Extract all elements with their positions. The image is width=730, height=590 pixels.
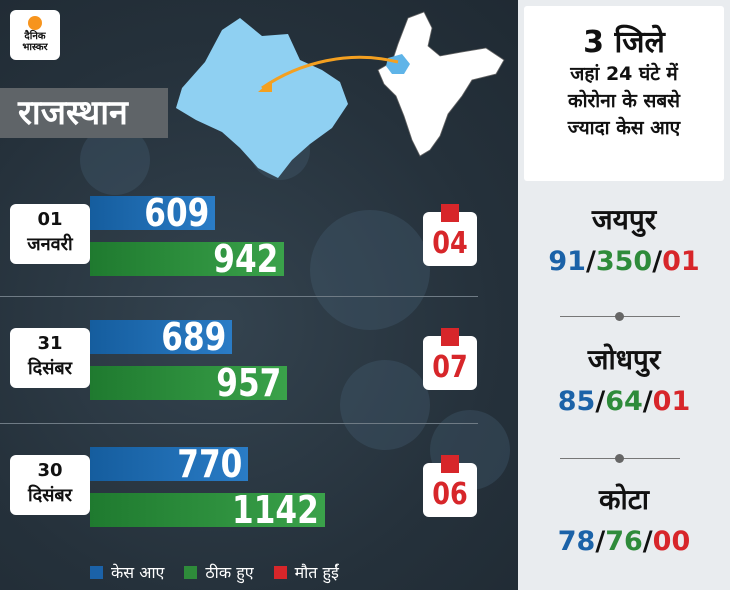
bar-recovered-label: 1142 [232, 488, 319, 532]
arrow-curve [261, 55, 399, 90]
arrow-head [258, 80, 272, 92]
district-name: जयपुर [591, 203, 657, 236]
bar-cases-label: 609 [143, 191, 209, 235]
deaths-marker-icon [441, 204, 459, 222]
state-label: राजस्थान [0, 88, 168, 138]
district-cases: 85 [557, 386, 596, 417]
district-deaths: 01 [652, 386, 691, 417]
rajasthan-map [176, 18, 348, 178]
deaths-value: 06 [432, 477, 468, 512]
india-map [377, 11, 505, 157]
row-divider [0, 296, 478, 297]
legend-swatch-cases [90, 565, 103, 579]
panel-subtitle-line: जहां 24 घंटे में [570, 63, 678, 85]
district-name: जोधपुर [587, 343, 661, 376]
date-label: 30 दिसंबर [10, 455, 90, 515]
legend-label-deaths: मौत हुईं [294, 563, 339, 582]
panel-header: 3 जिले जहां 24 घंटे में कोरोना के सबसे ज… [524, 6, 724, 181]
deaths-badge: 07 [423, 328, 477, 390]
district-stats: 78/76/00 [557, 526, 691, 557]
bar-cases [90, 320, 232, 354]
legend-label-recovered: ठीक हुए [205, 563, 254, 582]
district-cases: 91 [548, 246, 586, 277]
bar-recovered-label: 942 [212, 237, 278, 281]
bar-recovered [90, 493, 325, 527]
row-divider [0, 423, 478, 424]
legend-swatch-recovered [184, 565, 198, 579]
legend-item-deaths: मौत हुईं [273, 561, 339, 583]
bar-cases-label: 770 [176, 442, 242, 486]
legend-item-cases: केस आए [90, 561, 164, 583]
date-month: दिसंबर [27, 358, 73, 379]
bar-cases [90, 447, 248, 481]
district-kota: कोटा 78/76/00 [518, 480, 730, 557]
deaths-badge: 06 [423, 455, 477, 517]
bar-cases-label: 689 [160, 315, 226, 359]
separator-dot [615, 454, 624, 463]
legend-item-recovered: ठीक हुए [184, 561, 254, 583]
deaths-marker-icon [441, 328, 459, 346]
chart-legend: केस आए ठीक हुए मौत हुईं [90, 560, 359, 584]
bar-recovered [90, 242, 284, 276]
district-recovered: 350 [595, 246, 653, 277]
date-day: 31 [37, 333, 63, 354]
logo-sun-icon [28, 16, 42, 30]
date-label: 31 दिसंबर [10, 328, 90, 388]
logo-line1: दैनिक [24, 31, 46, 42]
district-stats: 85/64/01 [557, 386, 691, 417]
panel-title: 3 जिले [583, 25, 665, 60]
logo-line2: भास्कर [22, 42, 48, 53]
deaths-badge: 04 [423, 204, 477, 266]
date-label: 01 जनवरी [10, 204, 90, 264]
bar-recovered-label: 957 [215, 361, 281, 405]
date-month: दिसंबर [27, 485, 73, 506]
virus-decoration [340, 360, 430, 450]
district-deaths: 00 [652, 526, 691, 557]
virus-decoration [310, 210, 430, 330]
panel-subtitle-line: कोरोना के सबसे [567, 90, 681, 112]
district-stats: 91/350/01 [548, 246, 700, 277]
legend-label-cases: केस आए [111, 563, 165, 582]
deaths-marker-icon [441, 455, 459, 473]
bar-recovered [90, 366, 287, 400]
date-day: 01 [37, 209, 63, 230]
district-recovered: 76 [605, 526, 643, 557]
district-name: कोटा [598, 483, 650, 516]
rajasthan-highlight [386, 54, 410, 74]
separator-dot [615, 312, 624, 321]
map-graphic [176, 11, 505, 178]
district-recovered: 64 [605, 386, 643, 417]
legend-swatch-deaths [273, 565, 287, 579]
date-day: 30 [37, 460, 63, 481]
district-jaipur: जयपुर 91/350/01 [518, 200, 730, 277]
date-month: जनवरी [27, 234, 73, 255]
deaths-value: 04 [432, 226, 468, 261]
bar-cases [90, 196, 215, 230]
brand-logo: दैनिक भास्कर [10, 10, 60, 60]
panel-subtitle-line: ज्यादा केस आए [567, 117, 681, 139]
district-deaths: 01 [662, 246, 700, 277]
deaths-value: 07 [432, 350, 468, 385]
district-cases: 78 [557, 526, 596, 557]
district-jodhpur: जोधपुर 85/64/01 [518, 340, 730, 417]
